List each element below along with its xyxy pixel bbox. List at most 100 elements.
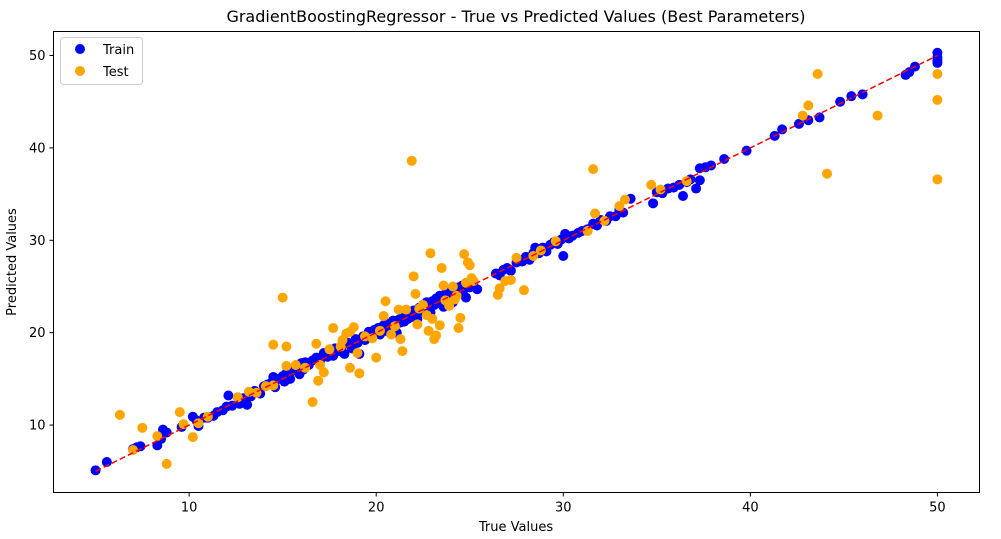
test-point (410, 288, 421, 299)
test-point (345, 362, 356, 373)
train-point (706, 160, 717, 171)
test-point (447, 281, 458, 292)
test-point (174, 407, 185, 418)
test-point (397, 346, 408, 357)
test-point (872, 110, 883, 121)
train-point (339, 348, 350, 359)
ideal-reference-line (95, 54, 938, 472)
train-point (677, 190, 688, 201)
test-point (281, 341, 292, 352)
test-point (378, 311, 389, 322)
test-point (438, 280, 449, 291)
y-tick-label: 20 (29, 326, 46, 341)
test-point (315, 360, 326, 371)
train-point (285, 373, 296, 384)
test-point (468, 275, 479, 286)
test-point (152, 431, 163, 442)
train-point (472, 284, 483, 295)
train-point (223, 390, 234, 401)
y-axis: 10 20 30 40 50 (29, 49, 54, 434)
reference-line-layer (95, 54, 938, 472)
test-point (114, 409, 125, 420)
test-point (406, 155, 417, 166)
test-point (614, 201, 625, 212)
test-point (535, 245, 546, 256)
test-point (193, 418, 204, 429)
test-point (620, 194, 630, 205)
test-point (511, 252, 522, 263)
test-point (932, 94, 943, 105)
test-point (300, 362, 311, 373)
legend-test-marker (75, 66, 85, 76)
test-series (114, 69, 943, 469)
train-point (932, 57, 943, 68)
test-point (505, 275, 516, 286)
test-point (328, 323, 339, 334)
test-point (268, 339, 279, 350)
test-point (588, 164, 599, 175)
test-point (380, 296, 391, 307)
test-point (313, 375, 324, 386)
train-point (161, 427, 172, 438)
test-point (932, 174, 943, 185)
test-point (681, 176, 692, 187)
test-point (277, 292, 288, 303)
train-point (242, 399, 253, 410)
y-tick-label: 10 (29, 419, 46, 434)
test-point (550, 236, 561, 247)
test-point (453, 323, 464, 334)
x-tick-label: 20 (368, 501, 385, 516)
y-tick-label: 30 (29, 234, 46, 249)
x-tick-label: 40 (742, 501, 759, 516)
test-point (352, 348, 363, 358)
test-point (417, 299, 428, 310)
test-point (401, 304, 412, 315)
train-point (694, 175, 705, 186)
legend: Train Test (60, 37, 143, 85)
test-point (444, 300, 455, 311)
test-point (307, 396, 318, 407)
test-point (232, 392, 243, 403)
test-point (281, 360, 292, 371)
test-point (655, 184, 666, 195)
plot-area (53, 31, 980, 493)
plot-border (53, 31, 980, 493)
train-point (90, 465, 101, 476)
x-axis: 10 20 30 40 50 (181, 492, 946, 516)
legend-test-label: Test (102, 65, 129, 80)
test-point (318, 367, 329, 378)
test-point (395, 334, 406, 345)
x-tick-label: 50 (929, 501, 946, 516)
test-point (324, 344, 335, 355)
train-point (835, 96, 846, 107)
test-point (436, 263, 447, 274)
train-point (777, 124, 788, 135)
y-axis-label: Predicted Values (5, 208, 20, 316)
test-point (803, 100, 814, 111)
test-point (459, 249, 470, 260)
test-point (389, 321, 400, 332)
test-point (311, 338, 322, 349)
test-point (187, 432, 198, 443)
test-point (354, 368, 365, 379)
test-point (260, 381, 271, 392)
y-tick-label: 50 (29, 49, 46, 64)
train-point (691, 183, 702, 194)
train-point (648, 198, 659, 209)
test-point (822, 168, 833, 179)
x-axis-label: True Values (478, 520, 553, 535)
test-point (646, 179, 657, 190)
test-point (427, 313, 438, 324)
train-point (101, 457, 112, 468)
legend-train-label: Train (102, 43, 134, 58)
test-point (290, 360, 301, 371)
train-point (460, 292, 471, 303)
test-point (451, 290, 462, 301)
legend-train-marker (75, 44, 85, 54)
test-point (178, 419, 189, 430)
y-tick-label: 40 (29, 141, 46, 156)
test-point (408, 271, 419, 282)
test-point (455, 312, 466, 323)
test-point (161, 458, 172, 469)
test-point (393, 304, 404, 315)
